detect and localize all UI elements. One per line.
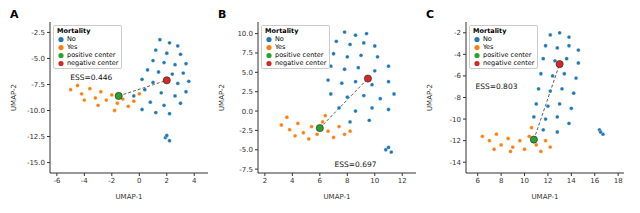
svg-text:-14: -14: [450, 159, 462, 167]
svg-text:10.0: 10.0: [237, 30, 253, 38]
html-text:negative center: negative center: [67, 59, 119, 67]
svg-text:-2: -2: [454, 29, 461, 37]
svg-text:-2: -2: [108, 177, 115, 185]
html-text:Yes: Yes: [483, 43, 494, 51]
svg-text:10: 10: [370, 177, 379, 185]
html-text:positive center: positive center: [483, 51, 532, 59]
svg-text:0: 0: [137, 177, 141, 185]
svg-text:UMAP-1: UMAP-1: [532, 193, 559, 201]
svg-text:8: 8: [345, 177, 349, 185]
svg-text:0.0: 0.0: [242, 108, 253, 116]
svg-text:18: 18: [614, 177, 623, 185]
svg-text:-8: -8: [454, 94, 461, 102]
svg-text:-4: -4: [81, 177, 89, 185]
svg-text:12: 12: [543, 177, 552, 185]
html-text:negative center: negative center: [483, 59, 535, 67]
svg-text:-5.0: -5.0: [31, 55, 45, 63]
svg-text:-2.5: -2.5: [239, 127, 253, 135]
svg-text:12: 12: [398, 177, 407, 185]
svg-text:UMAP-1: UMAP-1: [116, 193, 143, 201]
html-text:No: No: [67, 35, 76, 43]
html-text:negative center: negative center: [275, 59, 327, 67]
html-text:Mortality: Mortality: [265, 27, 299, 35]
svg-text:6: 6: [475, 177, 480, 185]
svg-text:16: 16: [590, 177, 599, 185]
svg-text:ESS=0.803: ESS=0.803: [475, 82, 517, 91]
svg-text:-10: -10: [450, 116, 461, 124]
svg-text:-10.0: -10.0: [27, 107, 45, 115]
svg-text:2.5: 2.5: [242, 88, 253, 96]
svg-text:14: 14: [567, 177, 576, 185]
svg-text:UMAP-2: UMAP-2: [218, 84, 226, 111]
svg-text:ESS=0.446: ESS=0.446: [70, 73, 112, 82]
html-text:B: B: [218, 8, 227, 21]
svg-text:2: 2: [165, 177, 169, 185]
html-text:No: No: [483, 35, 492, 43]
svg-text:6: 6: [318, 177, 323, 185]
svg-text:-12: -12: [450, 137, 461, 145]
svg-text:UMAP-2: UMAP-2: [426, 84, 434, 111]
svg-text:-12.5: -12.5: [27, 133, 45, 141]
svg-text:8: 8: [499, 177, 503, 185]
html-text:Yes: Yes: [67, 43, 78, 51]
svg-text:-15.0: -15.0: [27, 159, 45, 167]
svg-text:4: 4: [192, 177, 197, 185]
svg-text:7.5: 7.5: [242, 49, 253, 57]
svg-text:ESS=0.697: ESS=0.697: [335, 160, 377, 169]
svg-text:-7.5: -7.5: [31, 81, 45, 89]
svg-text:4: 4: [290, 177, 295, 185]
svg-text:UMAP-1: UMAP-1: [324, 193, 351, 201]
svg-text:10: 10: [520, 177, 529, 185]
svg-text:-7.5: -7.5: [239, 166, 253, 174]
svg-text:-6: -6: [454, 72, 462, 80]
html-text:No: No: [275, 35, 284, 43]
svg-text:5.0: 5.0: [242, 69, 253, 77]
html-text:Mortality: Mortality: [473, 27, 507, 35]
html-text:A: A: [10, 8, 19, 21]
html-text:Mortality: Mortality: [57, 27, 91, 35]
html-text:positive center: positive center: [67, 51, 116, 59]
html-text:positive center: positive center: [275, 51, 324, 59]
svg-text:UMAP-2: UMAP-2: [10, 84, 18, 111]
svg-text:-2.5: -2.5: [31, 29, 45, 37]
svg-text:-5.0: -5.0: [239, 146, 253, 154]
html-text:C: C: [426, 8, 435, 21]
html-text:Yes: Yes: [275, 43, 286, 51]
svg-text:-6: -6: [53, 177, 61, 185]
svg-text:-4: -4: [454, 51, 462, 59]
svg-text:2: 2: [263, 177, 267, 185]
